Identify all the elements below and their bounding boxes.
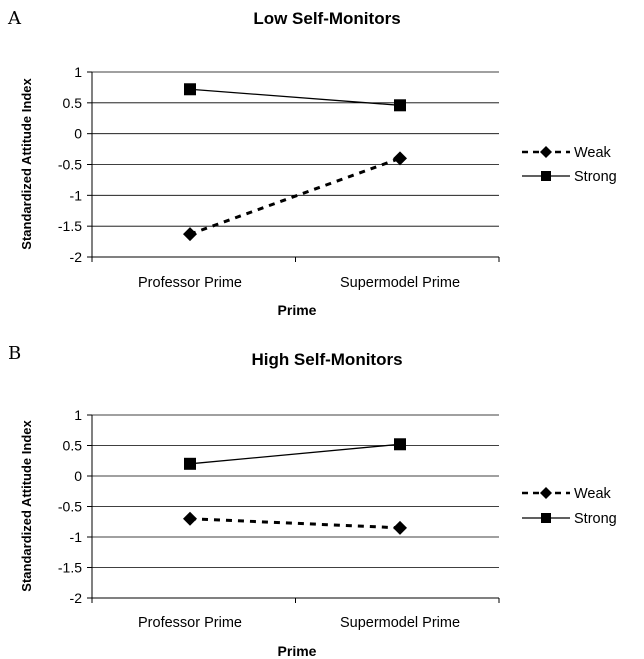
legend-weak-marker (540, 487, 552, 499)
x-tick-label: Professor Prime (138, 275, 242, 291)
y-tick-labels: 1 0.5 0 -0.5 -1 -1.5 -2 (58, 64, 82, 265)
y-tick-label: -0.5 (58, 499, 82, 515)
x-tick-label: Supermodel Prime (340, 615, 460, 631)
panel-letter: B (8, 343, 21, 364)
series-strong-line (189, 443, 401, 465)
y-tick-label: -1.5 (58, 560, 82, 576)
y-tick-labels: 1 0.5 0 -0.5 -1 -1.5 -2 (58, 407, 82, 606)
plot-area (183, 438, 407, 535)
data-point-weak (183, 227, 197, 242)
y-axis-label: Standardized Attitude Index (19, 420, 34, 592)
y-tick-label: -1 (70, 187, 83, 203)
y-tick-label: 1 (74, 407, 82, 423)
series-strong-line (189, 88, 401, 106)
data-point-weak (393, 151, 407, 166)
data-point-weak (393, 520, 407, 535)
x-tick-label: Supermodel Prime (340, 275, 460, 291)
legend: Weak Strong (522, 486, 617, 527)
x-axis-label: Prime (278, 643, 317, 659)
plot-area (183, 83, 407, 242)
legend-strong-label: Strong (574, 169, 617, 185)
series-weak-line (189, 517, 401, 530)
gridlines (87, 414, 500, 603)
x-tick-label: Professor Prime (138, 615, 242, 631)
legend-weak-label: Weak (574, 486, 612, 502)
y-tick-label: 0 (74, 126, 82, 142)
data-point-strong (394, 99, 406, 112)
data-point-strong (184, 457, 196, 470)
panel-b: B High Self-Monitors Standardized Attitu… (8, 343, 617, 659)
legend-strong-marker (541, 171, 551, 181)
data-point-strong (184, 83, 196, 96)
y-tick-label: 1 (74, 64, 82, 80)
legend-strong-marker (541, 513, 551, 523)
series-weak-line (189, 156, 401, 236)
gridlines (87, 71, 500, 262)
panel-letter: A (7, 8, 22, 29)
legend-strong-label: Strong (574, 511, 617, 527)
legend: Weak Strong (522, 145, 617, 185)
y-tick-label: -0.5 (58, 157, 82, 173)
legend-weak-label: Weak (574, 145, 612, 161)
data-point-weak (183, 511, 197, 526)
y-tick-label: -1 (70, 529, 83, 545)
data-point-strong (394, 438, 406, 451)
y-axis-label: Standardized Attitude Index (19, 78, 34, 250)
x-axis-label: Prime (278, 302, 317, 318)
legend-weak-marker (540, 146, 552, 158)
panel-a: A Low Self-Monitors Standardized Attitud… (7, 8, 617, 318)
y-tick-label: 0 (74, 468, 82, 484)
y-tick-label: -2 (70, 249, 83, 265)
chart-title: High Self-Monitors (251, 350, 402, 369)
chart-title: Low Self-Monitors (253, 9, 400, 28)
y-tick-label: 0.5 (63, 95, 83, 111)
y-tick-label: -1.5 (58, 218, 82, 234)
y-tick-label: 0.5 (63, 438, 83, 454)
y-tick-label: -2 (70, 590, 83, 606)
